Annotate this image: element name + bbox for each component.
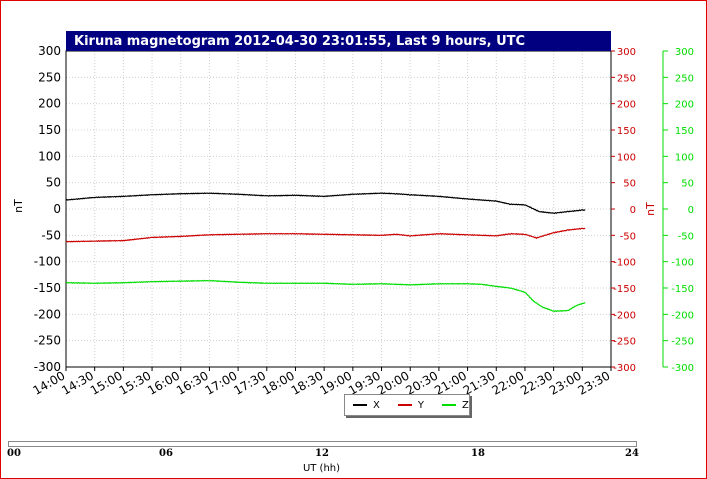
legend-label-y: Y	[417, 399, 424, 411]
timeline-label-12: 12	[315, 448, 329, 459]
y-tick-label-left: 200	[38, 97, 61, 111]
y-tick-label-red: -100	[613, 258, 636, 269]
timeline-label-06: 06	[159, 448, 173, 459]
x-tick-label: 23:30	[576, 368, 613, 397]
legend: X Y Z	[344, 394, 470, 416]
y-tick-label-red: 100	[617, 152, 636, 163]
y-tick-label-red: 150	[617, 126, 636, 137]
y-tick-label-left: 300	[38, 44, 61, 58]
y-tick-label-left: 250	[38, 70, 61, 84]
y-tick-label-left: -100	[34, 255, 61, 269]
x-axis: 14:0014:3015:0015:3016:0016:3017:0017:30…	[31, 367, 613, 398]
timeline-label-18: 18	[471, 448, 485, 459]
y-tick-label-red: -200	[613, 310, 636, 321]
y-tick-label-green: -300	[671, 363, 694, 374]
y-tick-label-left: 50	[46, 176, 61, 190]
timeline-label-00: 00	[7, 448, 21, 459]
right-y-axis-red: 300 250 200 150 100 50 0 -50 -100 -150 -200 -250 -30…	[611, 47, 636, 374]
legend-item-x: X	[353, 400, 380, 411]
y-tick-label-left: 150	[38, 123, 61, 137]
y-tick-label-green: 200	[675, 100, 694, 111]
y-tick-label-left: 0	[53, 202, 61, 216]
y-tick-label-left: -150	[34, 281, 61, 295]
legend-item-z: Z	[441, 399, 469, 411]
y-tick-label-left: -200	[34, 307, 61, 321]
y-tick-label-red: 200	[617, 100, 636, 111]
y-tick-label-left: -250	[34, 334, 61, 348]
y-tick-label-red: -50	[620, 231, 636, 242]
left-y-axis-label: nT	[12, 199, 25, 213]
y-tick-label-green: -100	[671, 258, 694, 269]
y-tick-label-red: -250	[613, 337, 636, 348]
y-tick-label-red: 300	[617, 47, 636, 58]
y-tick-label-green: -150	[671, 284, 694, 295]
chart-title: Kiruna magnetogram 2012-04-30 23:01:55, …	[74, 34, 525, 49]
series-line-y	[65, 227, 586, 243]
y-tick-label-green: -200	[671, 310, 694, 321]
legend-label-z: Z	[461, 399, 469, 411]
y-tick-label-green: 50	[681, 179, 694, 190]
y-tick-label-red: 0	[630, 205, 636, 216]
timeline-scrollbar[interactable]	[8, 441, 637, 447]
magnetogram-chart: Kiruna magnetogram 2012-04-30 23:01:55, …	[12, 31, 694, 398]
left-y-axis: 300 250 200 150 100 50 0 -50 -100 -150 -200 -250 -30…	[34, 44, 61, 374]
legend-swatch-x	[353, 404, 367, 406]
y-tick-label-green: 0	[688, 205, 694, 216]
timeline-label-24: 24	[625, 448, 639, 459]
y-tick-label-red: -150	[613, 284, 636, 295]
series-lines	[65, 192, 586, 313]
legend-label-x: X	[373, 399, 380, 411]
y-tick-label-green: -250	[671, 337, 694, 348]
y-tick-label-red: 50	[623, 179, 636, 190]
right-y-axis-label: nT	[644, 202, 657, 216]
y-tick-label-left: 100	[38, 149, 61, 163]
y-tick-label-green: 300	[675, 47, 694, 58]
grid-lines	[66, 50, 611, 368]
y-tick-label-red: -300	[613, 363, 636, 374]
series-line-x	[65, 192, 586, 215]
y-tick-label-red: 250	[617, 73, 636, 84]
y-tick-label-green: 150	[675, 126, 694, 137]
legend-swatch-y	[397, 404, 412, 406]
y-tick-label-green: 250	[675, 73, 694, 84]
right-y-axis-green: 300 250 200 150 100 50 0 -50 -100 -150 -200 -250 -30…	[662, 47, 694, 374]
timeline-axis-label: UT (hh)	[302, 463, 341, 474]
legend-item-y: Y	[397, 399, 424, 411]
y-tick-label-left: -50	[41, 228, 61, 242]
y-tick-label-green: -50	[678, 231, 694, 242]
y-tick-label-left: -300	[34, 360, 61, 374]
series-line-z	[65, 279, 586, 313]
legend-swatch-z	[441, 404, 456, 406]
title-bar	[66, 31, 611, 51]
y-tick-label-green: 100	[675, 152, 694, 163]
